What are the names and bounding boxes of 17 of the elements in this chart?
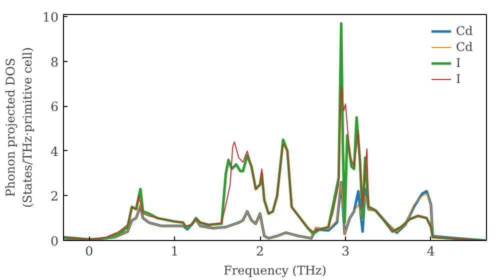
y-tick-label: 10: [42, 10, 59, 25]
x-tick-label: 4: [426, 244, 435, 258]
y-tick-label: 8: [50, 54, 59, 70]
x-tick-label: 1: [170, 244, 179, 258]
y-axis-title: Phonon projected DOS (States/THz·primitive cell): [4, 47, 34, 208]
legend-label: I: [456, 72, 462, 86]
y-tick-label: 4: [50, 144, 59, 159]
x-tick-label: 2: [256, 244, 264, 258]
y-tick-label: 2: [50, 188, 59, 204]
x-tick-label: 0: [85, 244, 94, 258]
x-axis-title: Frequency (THz): [224, 264, 326, 278]
y-tick-label: 0: [50, 234, 59, 248]
legend-label: Cd: [456, 24, 474, 38]
legend-label: I: [456, 56, 462, 70]
y-tick-label: 6: [50, 99, 59, 114]
legend-label: Cd: [456, 40, 474, 54]
x-tick-label: 3: [341, 244, 350, 258]
